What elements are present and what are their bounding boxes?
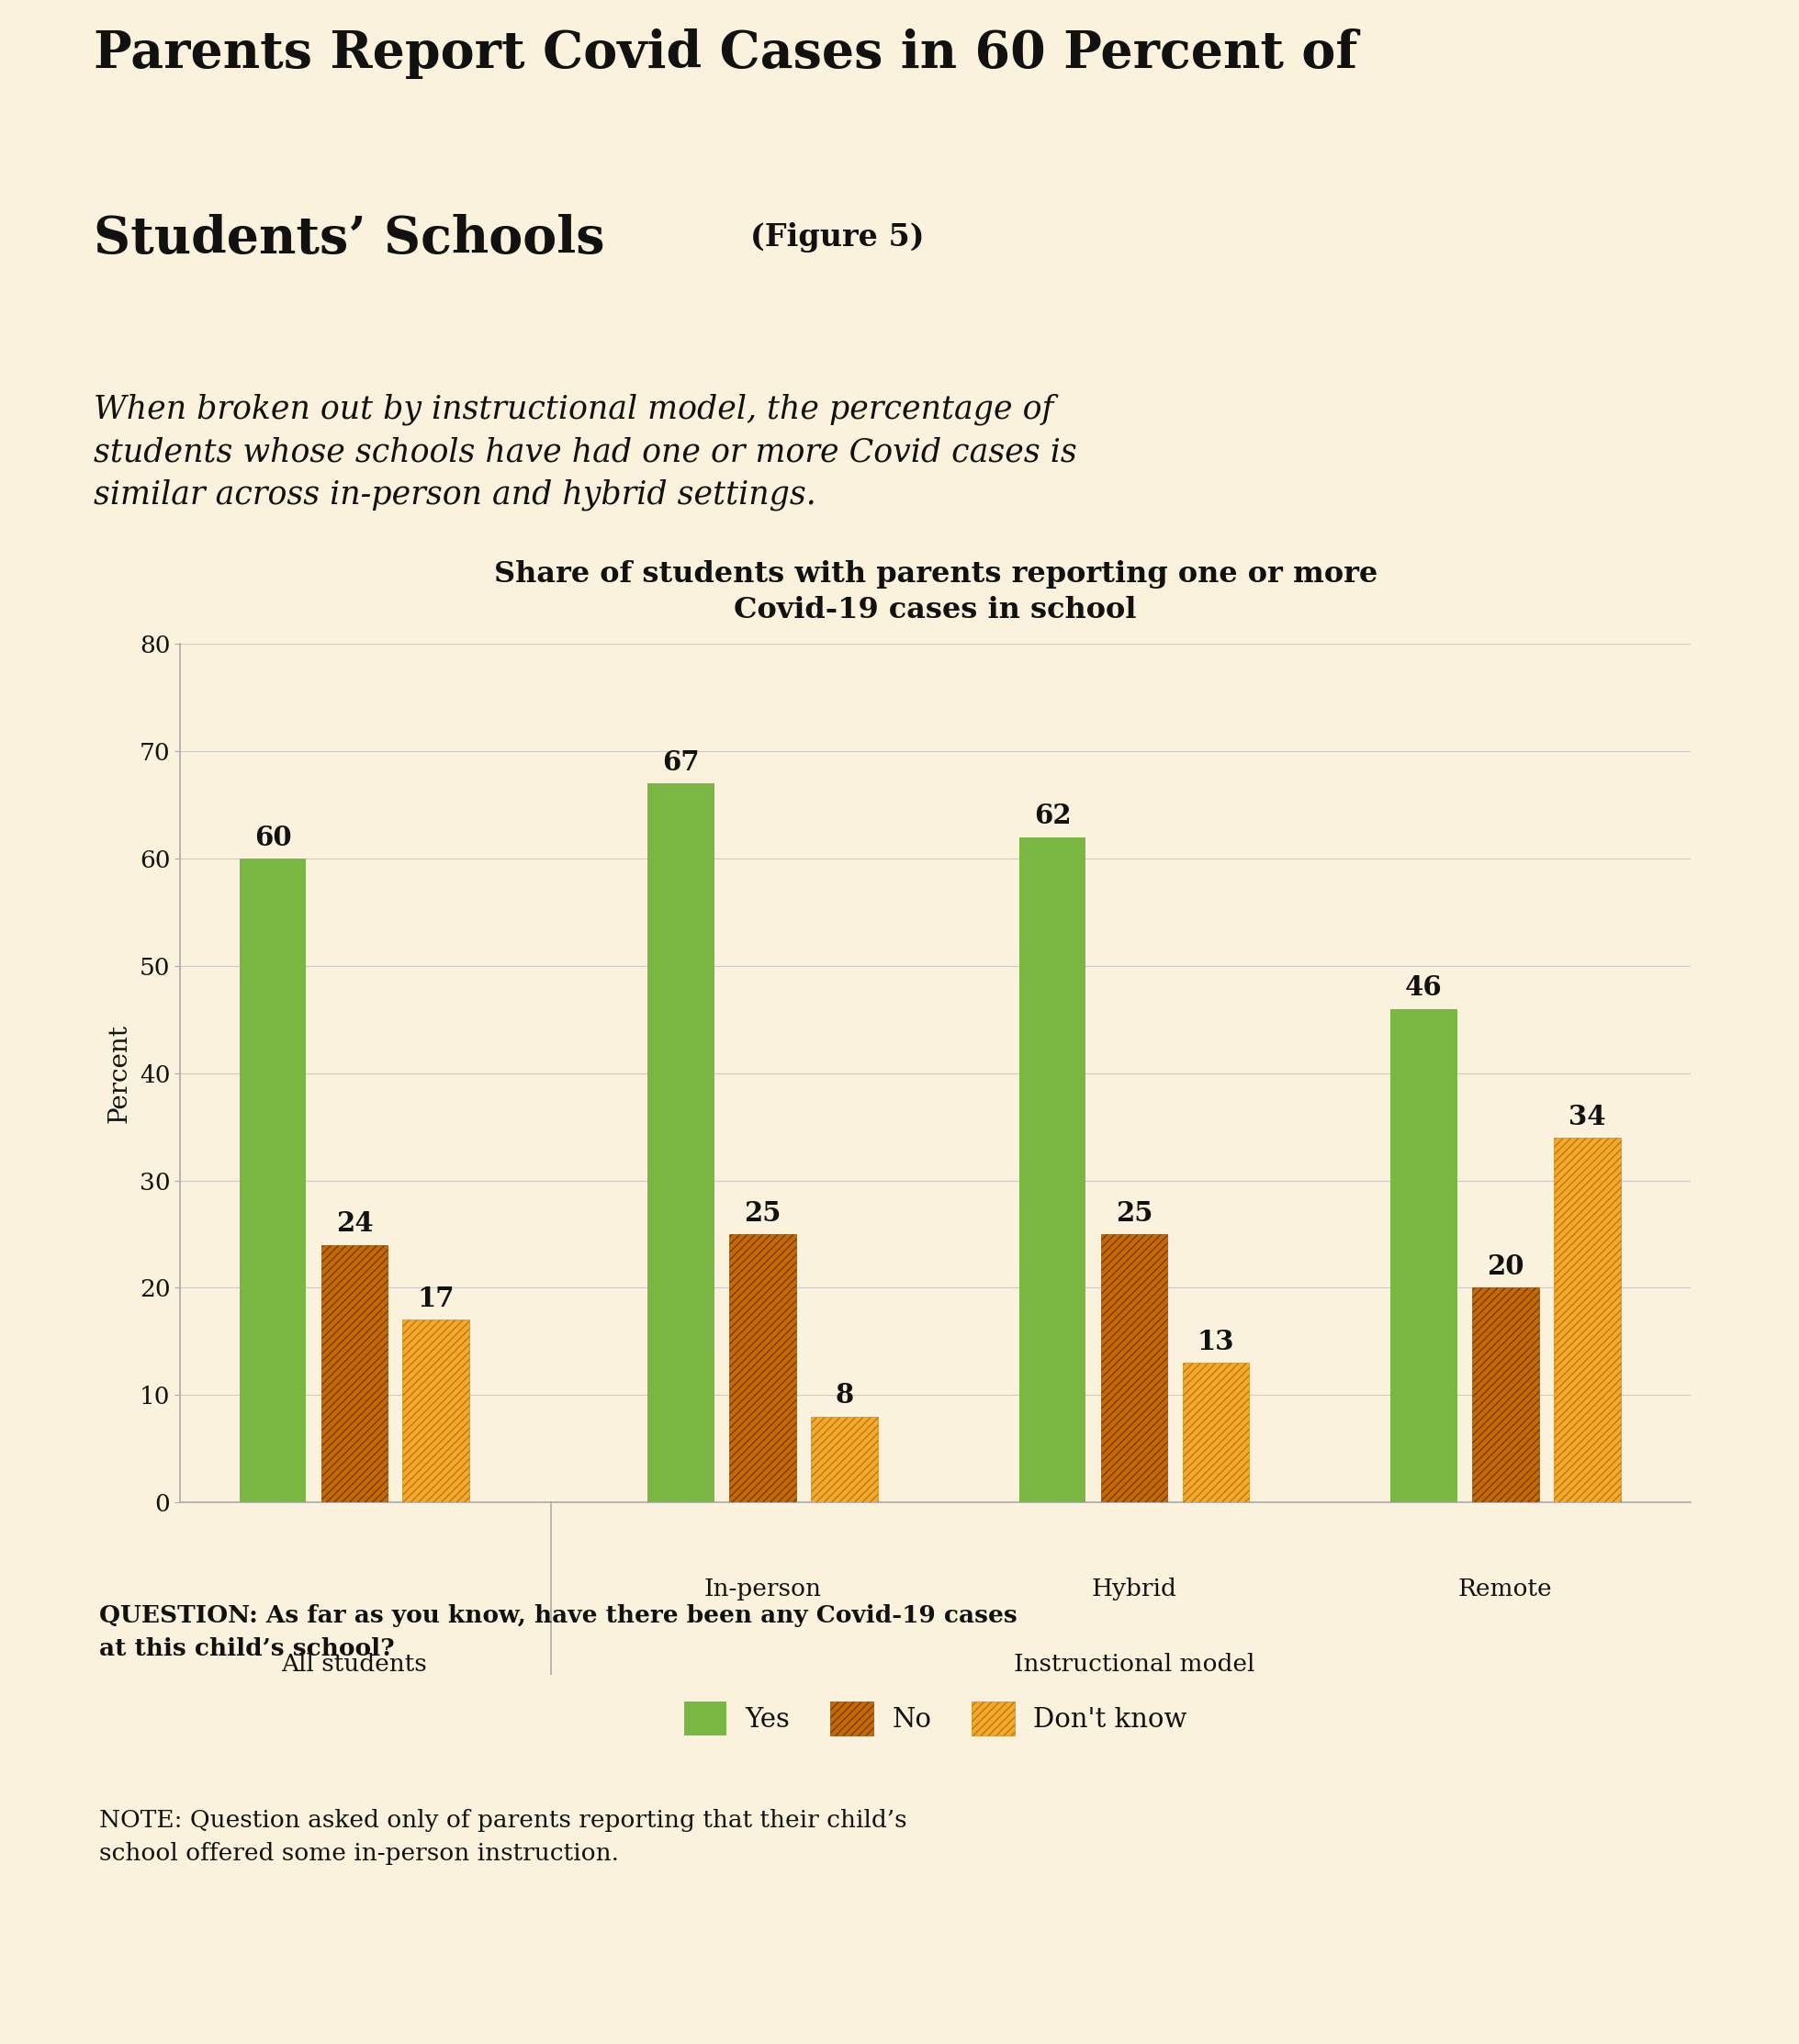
Title: Share of students with parents reporting one or more
Covid-19 cases in school: Share of students with parents reporting… — [493, 560, 1378, 625]
Text: Instructional model: Instructional model — [1013, 1652, 1254, 1676]
Legend: Yes, No, Don't know: Yes, No, Don't know — [673, 1690, 1198, 1746]
Bar — [320, 1245, 389, 1502]
Text: 46: 46 — [1405, 975, 1443, 1002]
Text: 60: 60 — [254, 824, 291, 850]
Text: QUESTION: As far as you know, have there been any Covid-19 cases
at this child’s: QUESTION: As far as you know, have there… — [99, 1605, 1016, 1660]
Bar — [1018, 838, 1087, 1502]
Text: 25: 25 — [1115, 1200, 1153, 1226]
Bar — [811, 1416, 878, 1502]
Text: 24: 24 — [336, 1210, 372, 1237]
Text: 13: 13 — [1196, 1329, 1234, 1355]
Text: In-person: In-person — [703, 1578, 822, 1600]
Text: NOTE: Question asked only of parents reporting that their child’s
school offered: NOTE: Question asked only of parents rep… — [99, 1809, 907, 1864]
Text: Parents Report Covid Cases in 60 Percent of: Parents Report Covid Cases in 60 Percent… — [94, 29, 1358, 78]
Y-axis label: Percent: Percent — [106, 1024, 131, 1122]
Text: When broken out by instructional model, the percentage of
students whose schools: When broken out by instructional model, … — [94, 392, 1078, 511]
Text: 62: 62 — [1034, 803, 1070, 830]
Text: 25: 25 — [745, 1200, 781, 1226]
Bar — [1391, 1008, 1457, 1502]
Text: Remote: Remote — [1459, 1578, 1553, 1600]
Text: All students: All students — [281, 1652, 428, 1676]
Text: (Figure 5): (Figure 5) — [750, 223, 925, 251]
Bar — [1101, 1235, 1168, 1502]
Text: Students’ Schools: Students’ Schools — [94, 213, 604, 264]
Text: 67: 67 — [662, 750, 700, 777]
Text: 34: 34 — [1569, 1104, 1607, 1130]
Bar — [403, 1320, 470, 1502]
Text: Hybrid: Hybrid — [1092, 1578, 1177, 1600]
Bar — [648, 783, 714, 1502]
Text: 8: 8 — [835, 1382, 855, 1408]
Bar — [1554, 1136, 1621, 1502]
Bar — [729, 1235, 797, 1502]
Bar — [1472, 1288, 1538, 1502]
Bar — [1182, 1363, 1249, 1502]
Bar — [239, 858, 306, 1502]
Text: 20: 20 — [1486, 1253, 1524, 1280]
Text: 17: 17 — [417, 1286, 455, 1312]
